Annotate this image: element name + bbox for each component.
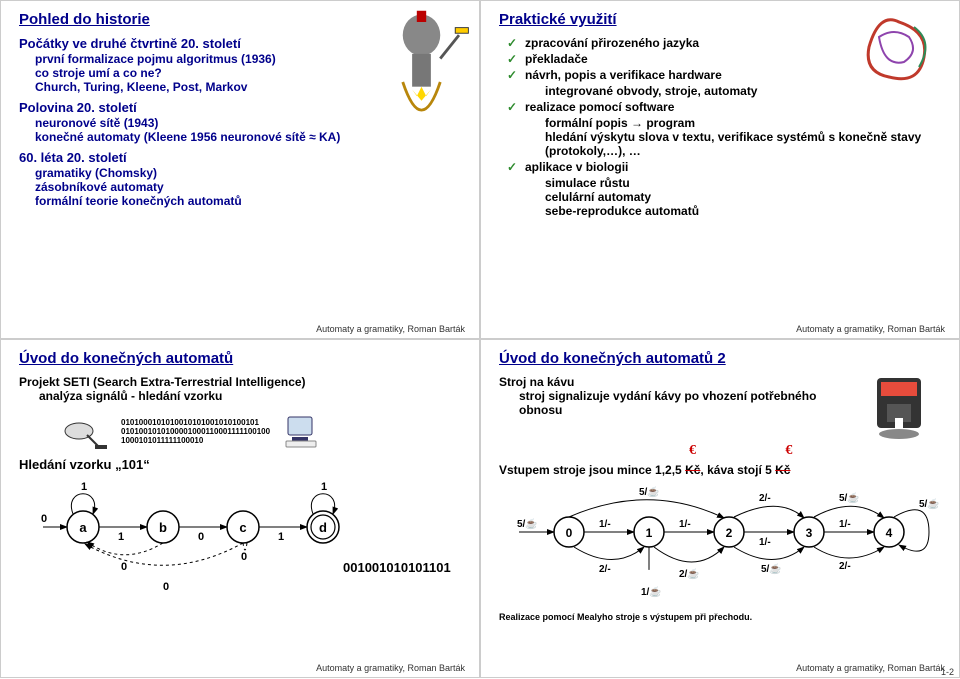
svg-text:3: 3 bbox=[806, 526, 813, 540]
slide3-h2: Hledání vzorku „101“ bbox=[19, 457, 461, 472]
slide4-title: Úvod do konečných automatů 2 bbox=[499, 350, 941, 367]
svg-text:1/-: 1/- bbox=[599, 519, 611, 530]
svg-text:1: 1 bbox=[278, 531, 284, 543]
euro1: € bbox=[689, 443, 696, 458]
slide1-l3b: zásobníkové automaty bbox=[35, 180, 461, 194]
svg-text:2/-: 2/- bbox=[599, 564, 611, 575]
slide4-line2: € € Vstupem stroje jsou mince 1,2,5 Kč, … bbox=[499, 447, 941, 477]
slide2-b5s1: simulace růstu bbox=[545, 176, 941, 190]
line2b: , káva stojí 5 bbox=[700, 463, 775, 477]
svg-text:1: 1 bbox=[81, 481, 87, 493]
svg-text:b: b bbox=[159, 520, 167, 535]
slide-automata1: Úvod do konečných automatů Projekt SETI … bbox=[0, 339, 480, 678]
slide2-b5s2: celulární automaty bbox=[545, 190, 941, 204]
svg-text:0: 0 bbox=[198, 531, 204, 543]
svg-text:1/-: 1/- bbox=[759, 537, 771, 548]
svg-text:0: 0 bbox=[566, 526, 573, 540]
knight-icon bbox=[374, 7, 469, 157]
svg-text:0: 0 bbox=[121, 561, 127, 573]
protein-icon bbox=[859, 7, 939, 87]
svg-text:2/☕: 2/☕ bbox=[679, 567, 700, 580]
svg-text:0: 0 bbox=[241, 551, 247, 563]
slide4-footer: Automaty a gramatiky, Roman Barták bbox=[796, 663, 945, 673]
slide3-title: Úvod do konečných automatů bbox=[19, 350, 461, 367]
slide2-b5: aplikace v biologii bbox=[525, 160, 941, 174]
satellite-icon bbox=[59, 411, 109, 451]
slide3-footer: Automaty a gramatiky, Roman Barták bbox=[316, 663, 465, 673]
euro2: € bbox=[785, 443, 792, 458]
slide2-bullets2: realizace pomocí software bbox=[499, 100, 941, 114]
slide2-b5s3: sebe-reprodukce automatů bbox=[545, 204, 941, 218]
computer-icon bbox=[282, 411, 322, 451]
svg-text:5/☕: 5/☕ bbox=[639, 485, 660, 498]
slide1-footer: Automaty a gramatiky, Roman Barták bbox=[316, 324, 465, 334]
slide3-p1: Projekt SETI (Search Extra-Terrestrial I… bbox=[19, 375, 461, 389]
slide1-l3a: gramatiky (Chomsky) bbox=[35, 166, 461, 180]
binary-block: 0101000101010010101001010100101 01010010… bbox=[121, 418, 270, 445]
bin3: 1000101011111100010 bbox=[121, 436, 270, 445]
svg-text:5/☕: 5/☕ bbox=[919, 497, 940, 510]
slide2-b4s2: hledání výskytu slova v textu, verifikac… bbox=[545, 130, 941, 158]
svg-text:1/-: 1/- bbox=[839, 519, 851, 530]
svg-text:d: d bbox=[319, 520, 327, 535]
svg-text:1/☕: 1/☕ bbox=[641, 585, 662, 598]
coffee-machine-icon bbox=[869, 374, 929, 444]
svg-text:1: 1 bbox=[646, 526, 653, 540]
svg-text:5/☕: 5/☕ bbox=[517, 517, 538, 530]
kc1: Kč bbox=[685, 463, 700, 477]
svg-text:2: 2 bbox=[726, 526, 733, 540]
slide2-b4s1: formální popis → program bbox=[545, 116, 941, 130]
svg-text:5/☕: 5/☕ bbox=[839, 491, 860, 504]
slide-automata2: Úvod do konečných automatů 2 Stroj na ká… bbox=[480, 339, 960, 678]
svg-text:1/-: 1/- bbox=[679, 519, 691, 530]
bin2: 0101001010100001000110001111100100 bbox=[121, 427, 270, 436]
kc2: Kč bbox=[775, 463, 790, 477]
mealy-machine: 0 1 2 3 4 5/☕ 1/- 1/- 1/- 1/- 5/☕ 2/- 5/… bbox=[499, 477, 949, 607]
svg-text:1: 1 bbox=[118, 531, 124, 543]
svg-text:1: 1 bbox=[321, 481, 327, 493]
svg-text:2/-: 2/- bbox=[759, 493, 771, 504]
svg-text:2/-: 2/- bbox=[839, 561, 851, 572]
line2a: Vstupem stroje jsou mince 1,2,5 bbox=[499, 463, 685, 477]
svg-text:0: 0 bbox=[41, 513, 47, 525]
svg-text:5/☕: 5/☕ bbox=[761, 562, 782, 575]
slide2-b4: realizace pomocí software bbox=[525, 100, 941, 114]
svg-text:a: a bbox=[79, 520, 87, 535]
svg-text:4: 4 bbox=[886, 526, 893, 540]
slide2-bullets3: aplikace v biologii bbox=[499, 160, 941, 174]
svg-text:c: c bbox=[239, 520, 246, 535]
automaton-101: a b c d 0 1 1 0 1 1 0 0 0 00100101010110… bbox=[23, 472, 463, 592]
svg-text:0: 0 bbox=[163, 581, 169, 592]
page-number: 1-2 bbox=[941, 667, 954, 677]
slide1-l3c: formální teorie konečných automatů bbox=[35, 194, 461, 208]
slide-history: Pohled do historie Počátky ve druhé čtvr… bbox=[0, 0, 480, 339]
slide4-h1s: stroj signalizuje vydání kávy po vhození… bbox=[519, 389, 819, 417]
slide-practical: Praktické využití zpracování přirozeného… bbox=[480, 0, 960, 339]
slide3-p1s: analýza signálů - hledání vzorku bbox=[39, 389, 461, 403]
slide4-foot2: Realizace pomocí Mealyho stroje s výstup… bbox=[499, 612, 941, 622]
svg-text:001001010101101: 001001010101101 bbox=[343, 560, 451, 575]
slide2-footer: Automaty a gramatiky, Roman Barták bbox=[796, 324, 945, 334]
bin1: 0101000101010010101001010100101 bbox=[121, 418, 270, 427]
